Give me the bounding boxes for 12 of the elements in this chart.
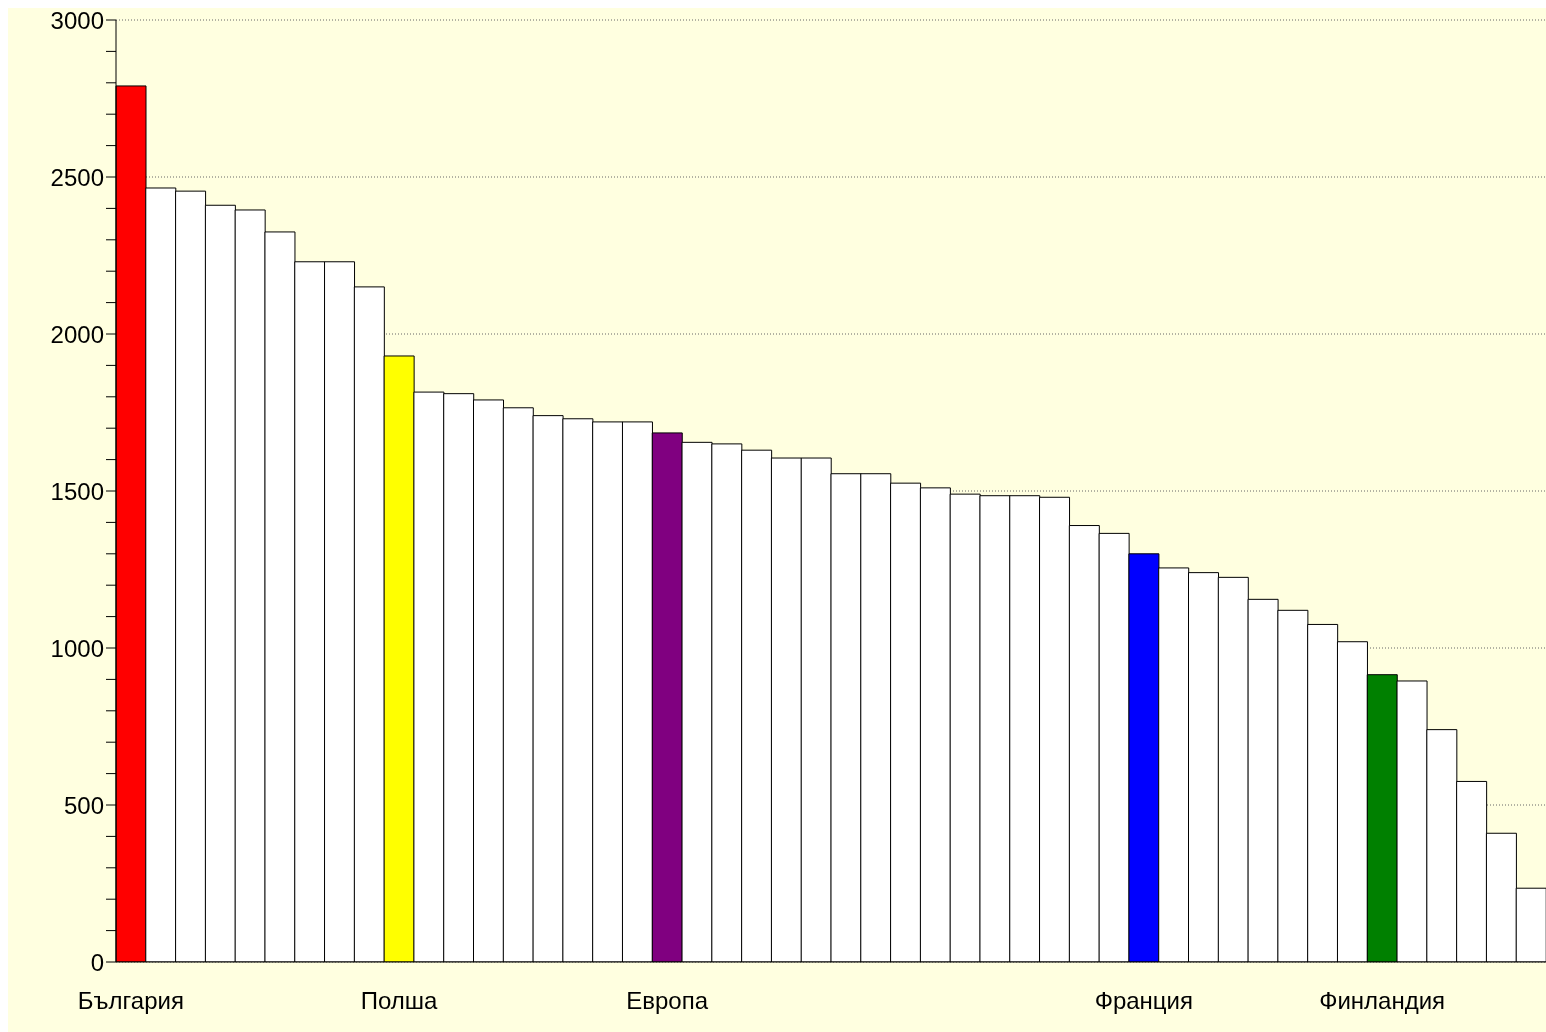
y-tick-label: 3000 <box>50 6 104 34</box>
x-tick-label: Полша <box>360 987 439 1015</box>
x-tick-label: Франция <box>1094 987 1193 1015</box>
y-tick-label: 500 <box>63 791 104 819</box>
y-tick-label: 2000 <box>50 320 104 348</box>
x-tick-label: Финландия <box>1319 987 1446 1015</box>
y-tick-label: 0 <box>90 948 104 976</box>
y-tick-label: 1000 <box>50 634 104 662</box>
y-tick-label: 2500 <box>50 163 104 191</box>
y-tick-label: 1500 <box>50 477 104 505</box>
x-tick-label: Европа <box>626 987 709 1015</box>
x-tick-label: България <box>77 987 184 1015</box>
